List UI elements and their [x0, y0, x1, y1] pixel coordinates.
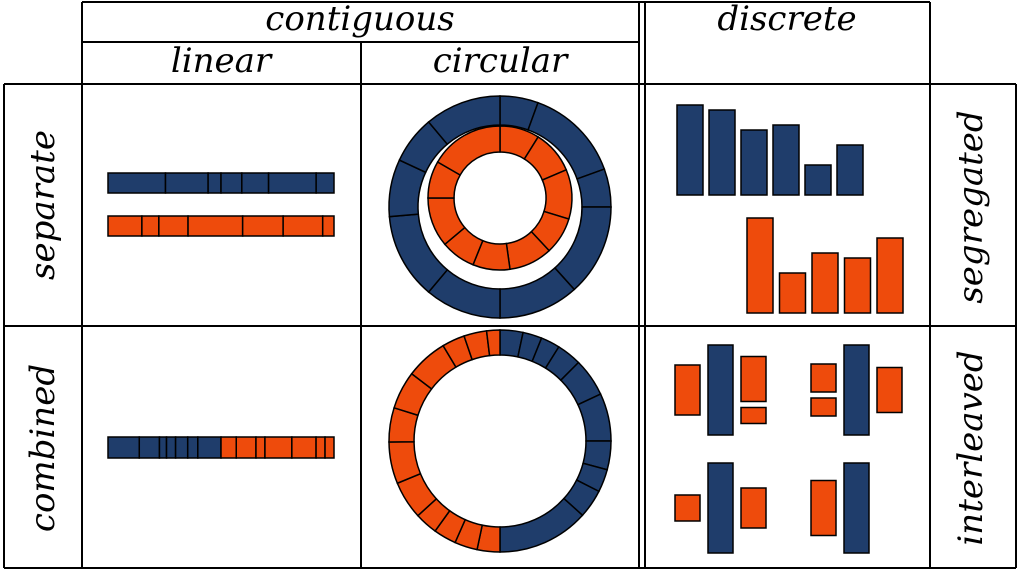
header-circular: circular	[433, 41, 569, 81]
linear-orange-segment	[107, 215, 143, 237]
circular-separate-glyph	[388, 95, 612, 319]
table-grid	[3, 1, 1017, 569]
orange-bar	[740, 487, 767, 529]
linear-orange-segment	[187, 215, 244, 237]
orange-bar	[674, 494, 701, 522]
linear-orange-segment	[241, 215, 284, 237]
right-label-interleaved: interleaved	[951, 350, 991, 545]
circular-combined-glyph	[388, 329, 612, 553]
blue-bar	[772, 124, 800, 196]
blue-bar	[707, 344, 734, 436]
blue-bar	[836, 144, 864, 196]
linear-blue-segment	[197, 436, 222, 459]
orange-bar	[810, 479, 837, 537]
blue-bar	[740, 129, 768, 196]
linear-orange-segment	[264, 436, 293, 459]
discrete-interleaved-glyph	[674, 344, 903, 554]
linear-blue-segment	[107, 172, 167, 194]
blue-bar	[708, 109, 736, 196]
linear-orange-segment	[324, 436, 335, 459]
blue-bar	[843, 344, 870, 436]
linear-blue-segment	[107, 436, 141, 459]
linear-orange-segment	[321, 215, 335, 237]
linear-orange-segment	[220, 436, 237, 459]
linear-blue-segment	[165, 436, 177, 459]
ring-orange-segment	[485, 329, 501, 357]
linear-blue-segment	[267, 172, 317, 194]
linear-orange-segment	[255, 436, 266, 459]
orange-bar	[810, 397, 837, 417]
orange-bar	[746, 217, 774, 314]
linear-blue-segment	[207, 172, 222, 194]
linear-orange-segment	[158, 215, 189, 237]
row-label-separate: separate	[23, 130, 63, 280]
orange-bar	[811, 252, 839, 314]
orange-bar	[876, 237, 904, 314]
row-label-combined: combined	[23, 364, 63, 532]
orange-bar	[843, 257, 872, 314]
blue-bar	[843, 462, 870, 554]
blue-bar	[804, 164, 832, 196]
orange-bar	[740, 355, 767, 403]
linear-orange-segment	[282, 215, 324, 237]
linear-blue-segment	[220, 172, 243, 194]
discrete-segregated-glyph	[676, 104, 904, 314]
linear-blue-segment	[315, 172, 335, 194]
header-contiguous: contiguous	[265, 0, 454, 39]
header-linear: linear	[171, 41, 273, 81]
linear-blue-segment	[174, 436, 189, 459]
orange-bar	[674, 364, 701, 416]
linear-combined-glyph	[107, 436, 335, 459]
linear-orange-segment	[141, 215, 160, 237]
header-discrete: discrete	[717, 0, 856, 39]
blue-bar	[707, 462, 734, 554]
ring-blue-segment	[427, 95, 501, 146]
linear-blue-segment	[186, 436, 199, 459]
blue-bar	[676, 104, 704, 196]
orange-bar	[876, 366, 903, 414]
linear-orange-segment	[291, 436, 317, 459]
linear-blue-segment	[158, 436, 168, 459]
right-label-segregated: segregated	[951, 110, 991, 303]
linear-orange-segment	[315, 436, 326, 459]
ring-blue-segment	[499, 497, 584, 553]
orange-bar	[740, 406, 767, 425]
ring-orange-segment	[436, 125, 501, 177]
linear-separate-glyph	[107, 172, 335, 237]
linear-orange-segment	[235, 436, 257, 459]
orange-bar	[778, 272, 807, 314]
linear-blue-segment	[241, 172, 270, 194]
linear-blue-segment	[138, 436, 161, 459]
orange-bar	[810, 363, 837, 393]
linear-blue-segment	[164, 172, 209, 194]
